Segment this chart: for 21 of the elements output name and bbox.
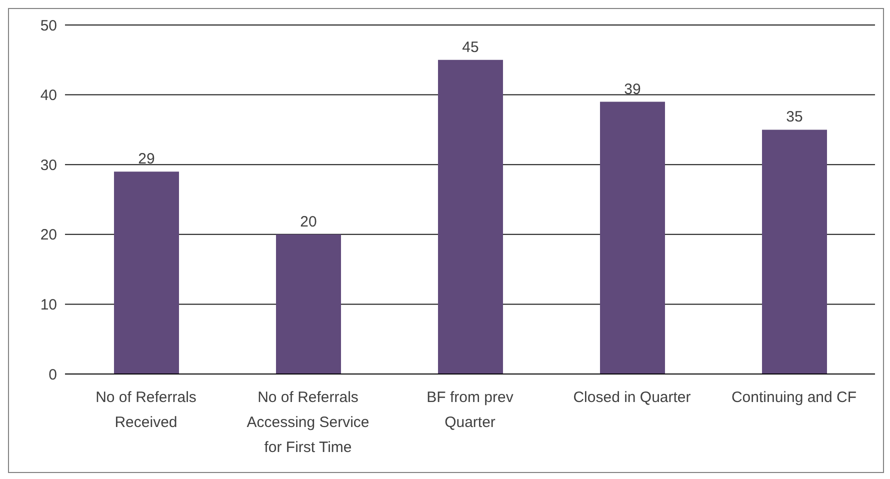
x-tick-label: No of Referrals Accessing Service for First Time <box>246 389 370 456</box>
bar <box>762 130 827 374</box>
bar <box>600 102 665 374</box>
y-tick-label: 50 <box>40 17 57 34</box>
y-tick-label: 0 <box>48 366 57 384</box>
data-label: 29 <box>138 150 155 168</box>
x-tick-label: Closed in Quarter <box>573 389 691 406</box>
bar <box>114 172 179 374</box>
x-tick-label: Continuing and CF <box>731 389 857 406</box>
x-tick-label: BF from prev Quarter <box>426 389 514 431</box>
y-tick-label: 40 <box>40 87 57 104</box>
bar <box>438 60 503 374</box>
bar <box>276 234 341 374</box>
data-label: 20 <box>300 213 317 230</box>
y-tick-label: 10 <box>40 296 57 314</box>
y-tick-label: 20 <box>40 226 57 244</box>
y-tick-label: 30 <box>40 156 57 174</box>
data-label: 45 <box>462 38 479 56</box>
x-tick-label: No of Referrals Received <box>96 389 196 431</box>
data-label: 39 <box>624 80 641 98</box>
data-label: 35 <box>786 108 803 126</box>
